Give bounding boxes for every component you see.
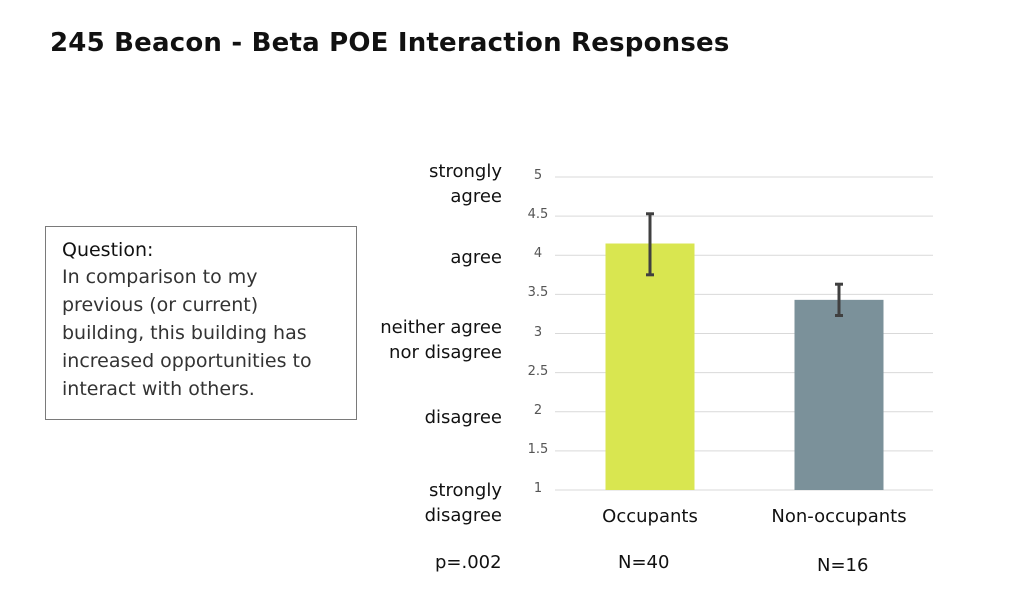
y-tick-label: 1 — [533, 481, 543, 496]
chart-title: 245 Beacon - Beta POE Interaction Respon… — [50, 28, 730, 58]
y-tick-label: 2.5 — [527, 363, 549, 379]
y-tick-label: 4 — [533, 246, 543, 262]
question-heading: Question: — [62, 239, 154, 261]
x-category-label: Non-occupants — [771, 506, 907, 527]
question-box: Question: In comparison to my previous (… — [45, 226, 357, 420]
bar-non-occupants — [794, 299, 884, 490]
likert-label-strongly-agree: strongly agree — [429, 161, 502, 207]
likert-label-neutral: neither agree nor disagree — [380, 317, 502, 363]
error-bar — [835, 282, 843, 318]
y-tick-label: 3 — [533, 324, 543, 340]
likert-label-strongly-disagree: strongly disagree — [424, 480, 502, 526]
sample-size-non-occupants: N=16 — [817, 555, 869, 576]
x-category-label: Occupants — [602, 506, 698, 527]
p-value: p=.002 — [435, 552, 502, 573]
y-tick-label: 4.5 — [527, 207, 549, 223]
likert-label-agree: agree — [450, 247, 502, 268]
y-tick-label: 1.5 — [527, 441, 549, 457]
likert-label-disagree: disagree — [424, 407, 502, 428]
question-text: In comparison to my previous (or current… — [62, 266, 312, 400]
bar-occupants — [605, 243, 695, 490]
y-tick-label: 3.5 — [527, 285, 549, 301]
error-bar — [646, 212, 654, 277]
y-tick-label: 2 — [533, 402, 543, 418]
sample-size-occupants: N=40 — [618, 552, 670, 573]
y-tick-label: 5 — [533, 168, 543, 183]
